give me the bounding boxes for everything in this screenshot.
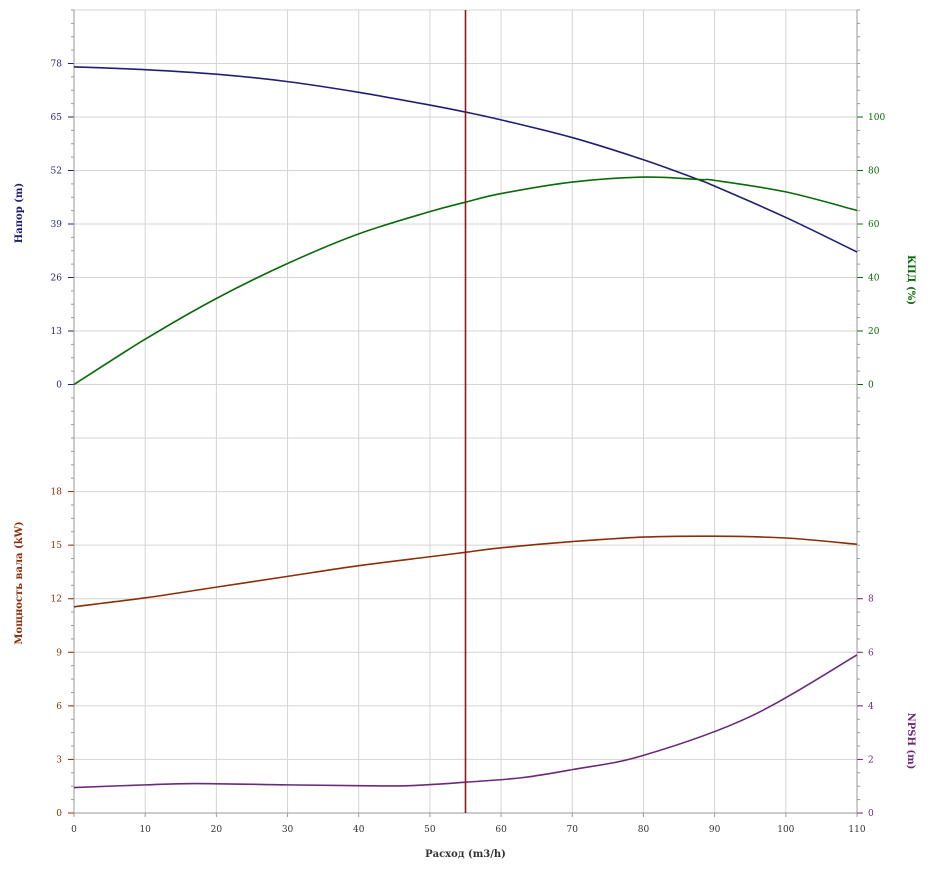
right-tick-label: 2	[868, 755, 874, 765]
npsh-axis-title: NPSH (m)	[905, 713, 916, 770]
x-tick-label: 50	[424, 825, 436, 835]
left-tick-label: 6	[56, 702, 62, 712]
x-tick-label: 60	[495, 825, 507, 835]
left-tick-label: 52	[51, 167, 62, 177]
head-curve	[73, 65, 858, 253]
right-tick-label: 0	[868, 381, 874, 391]
left-tick-label: 65	[51, 113, 63, 123]
x-axis-title: Расход (m3/h)	[425, 849, 506, 860]
right-tick-label: 40	[868, 274, 880, 284]
right-tick-label: 6	[868, 648, 874, 658]
x-tick-label: 80	[638, 825, 650, 835]
x-tick-label: 10	[139, 825, 151, 835]
power-axis-title: Мощность вала (kW)	[14, 521, 25, 644]
x-tick-label: 40	[353, 825, 365, 835]
x-tick-label: 70	[567, 825, 579, 835]
left-tick-label: 0	[56, 809, 62, 819]
right-tick-label: 60	[868, 220, 880, 230]
x-tick-label: 30	[282, 825, 294, 835]
left-tick-label: 18	[51, 488, 63, 498]
right-tick-label: 20	[868, 327, 880, 337]
x-tick-label: 0	[71, 825, 77, 835]
left-tick-label: 9	[56, 648, 62, 658]
left-tick-label: 13	[51, 327, 63, 337]
left-tick-label: 12	[51, 595, 62, 605]
efficiency-axis-title: КПД (%)	[905, 255, 916, 305]
x-tick-label: 90	[709, 825, 721, 835]
x-tick-label: 100	[777, 825, 794, 835]
left-tick-label: 78	[51, 60, 63, 70]
x-tick-label: 110	[848, 825, 865, 835]
left-tick-label: 3	[56, 755, 62, 765]
labels-layer: Расход (m3/h) Напор (m) КПД (%) Мощность…	[14, 183, 916, 860]
left-tick-label: 26	[51, 274, 63, 284]
right-tick-label: 0	[868, 809, 874, 819]
right-tick-label: 8	[868, 595, 874, 605]
x-tick-label: 20	[211, 825, 223, 835]
right-tick-label: 80	[868, 167, 880, 177]
head-axis-title: Напор (m)	[14, 183, 25, 243]
left-tick-label: 39	[51, 220, 63, 230]
right-tick-label: 100	[868, 113, 885, 123]
left-tick-label: 0	[56, 381, 62, 391]
left-tick-label: 15	[51, 541, 63, 551]
right-tick-label: 4	[868, 702, 874, 712]
axes-layer: 0 10 20 30 40 50 60 70 80 90 100 110013263952657802…	[51, 9, 885, 835]
efficiency-curve	[73, 176, 858, 386]
npsh-curve	[73, 654, 858, 789]
